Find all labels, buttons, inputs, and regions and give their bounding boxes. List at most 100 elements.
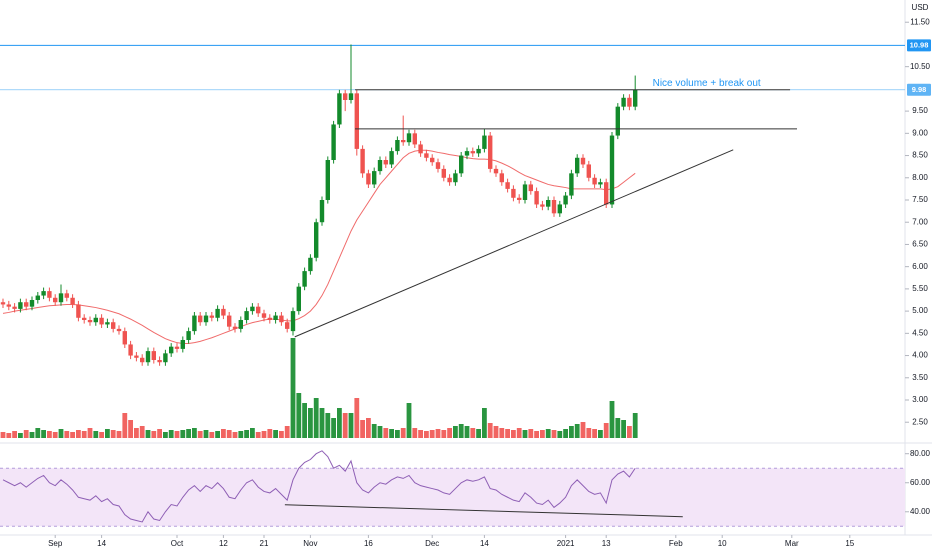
candle-body (598, 182, 603, 185)
candle-body (412, 133, 417, 145)
y-tick-label: 8.50 (912, 151, 928, 160)
candle-body (482, 135, 487, 149)
volume-bar (435, 429, 441, 438)
candle-body (122, 331, 127, 345)
candle-body (76, 304, 81, 318)
candle-body (256, 306, 261, 314)
candle-body (430, 157, 435, 163)
volume-bar (545, 429, 551, 438)
volume-bar (122, 413, 128, 438)
volume-bar (464, 426, 470, 438)
candle-body (325, 160, 330, 200)
volume-bar (632, 413, 638, 438)
candle-body (180, 340, 185, 349)
candle-body (29, 300, 35, 307)
currency-label: USD (912, 3, 929, 12)
volume-bar (168, 430, 174, 438)
volume-bar (493, 426, 499, 438)
volume-bar (325, 413, 331, 438)
volume-bar (99, 432, 104, 438)
y-tick-label: 8.00 (912, 173, 928, 182)
volume-bar (145, 430, 151, 438)
volume-bar (603, 423, 609, 438)
volume-bar (52, 432, 58, 438)
candle-body (244, 311, 249, 320)
x-tick-label: Dec (425, 539, 439, 548)
candle-body (621, 97, 626, 107)
candle-body (163, 353, 168, 363)
volume-bar (197, 431, 203, 438)
candle-body (395, 140, 400, 152)
volume-bar (23, 430, 29, 438)
candle-body (111, 322, 116, 329)
candle-body (580, 157, 586, 165)
candle-body (58, 293, 64, 303)
candle-body (476, 148, 481, 154)
candle-body (505, 182, 510, 189)
volume-bar (383, 428, 389, 438)
volume-bar (255, 432, 261, 438)
volume-bar (569, 426, 574, 438)
volume-bar (412, 428, 418, 438)
x-tick-label: Oct (171, 539, 184, 548)
candle-body (604, 182, 609, 205)
candle-body (227, 315, 232, 327)
volume-bar (615, 418, 621, 438)
candle-body (209, 315, 214, 318)
volume-bar (273, 430, 278, 438)
candle-body (302, 271, 307, 287)
x-tick-label: 21 (260, 539, 269, 548)
volume-bar (389, 429, 394, 438)
candle-body (401, 140, 406, 143)
candle-body (447, 177, 452, 183)
price-tag (907, 83, 931, 96)
candle-body (592, 177, 597, 185)
candle-body (64, 293, 69, 298)
volume-bar (441, 430, 447, 438)
y-tick-label: 7.00 (912, 217, 928, 226)
candle-body (435, 162, 441, 169)
candle-body (41, 291, 46, 296)
candle-body (18, 302, 23, 309)
candle-body (551, 200, 557, 214)
volume-bar (296, 393, 302, 438)
candle-body (354, 93, 359, 149)
candle-body (186, 331, 191, 340)
candle-body (319, 200, 325, 223)
volume-bar (180, 430, 186, 438)
volume-bar (609, 401, 615, 438)
volume-bar (221, 429, 226, 438)
volume-bar (348, 413, 354, 438)
y-tick-label: 4.50 (912, 328, 928, 337)
candle-body (453, 173, 458, 183)
candle-body (151, 351, 156, 360)
candle-body (140, 357, 145, 363)
volume-bar (139, 426, 145, 438)
volume-bar (215, 431, 220, 438)
volume-bar (87, 428, 93, 438)
volume-bar (447, 428, 452, 438)
volume-bar (64, 431, 70, 438)
x-tick-label: Sep (48, 539, 63, 548)
candle-body (279, 315, 284, 323)
volume-bar (406, 403, 412, 438)
volume-bar (238, 431, 244, 438)
volume-bar (58, 429, 64, 438)
volume-bar (592, 429, 597, 438)
candle-body (157, 360, 162, 363)
candle-body (424, 153, 429, 158)
volume-bar (627, 426, 632, 438)
volume-bar (551, 430, 557, 438)
x-tick-label: 14 (97, 539, 106, 548)
candle-body (70, 297, 75, 305)
candle-body (517, 197, 522, 200)
volume-bar (319, 408, 325, 438)
moving-average (2, 149, 636, 345)
volume-bar (203, 430, 209, 438)
candle-body (174, 346, 180, 349)
volume-bar (528, 429, 534, 438)
volume-bar (116, 431, 122, 438)
volume-bar (621, 420, 626, 438)
x-tick-label: 2021 (557, 539, 575, 548)
